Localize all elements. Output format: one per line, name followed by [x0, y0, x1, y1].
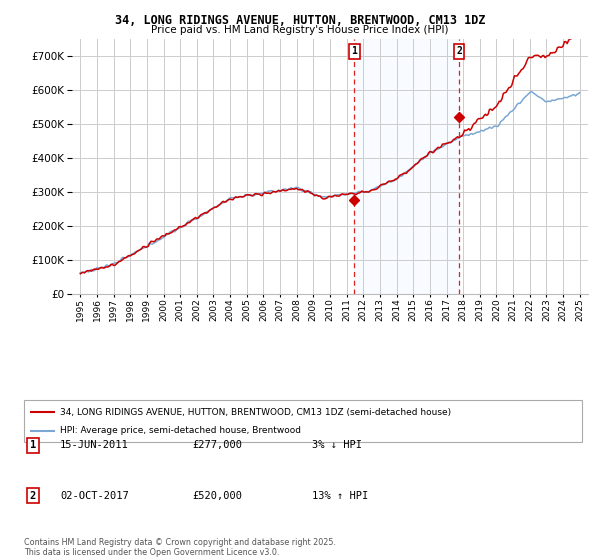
- Text: 34, LONG RIDINGS AVENUE, HUTTON, BRENTWOOD, CM13 1DZ (semi-detached house): 34, LONG RIDINGS AVENUE, HUTTON, BRENTWO…: [60, 408, 451, 417]
- Text: 3% ↓ HPI: 3% ↓ HPI: [312, 440, 362, 450]
- Text: 02-OCT-2017: 02-OCT-2017: [60, 491, 129, 501]
- FancyBboxPatch shape: [24, 400, 582, 442]
- Text: Price paid vs. HM Land Registry's House Price Index (HPI): Price paid vs. HM Land Registry's House …: [151, 25, 449, 35]
- Text: 2: 2: [456, 46, 462, 56]
- Text: 34, LONG RIDINGS AVENUE, HUTTON, BRENTWOOD, CM13 1DZ: 34, LONG RIDINGS AVENUE, HUTTON, BRENTWO…: [115, 14, 485, 27]
- Text: 1: 1: [30, 440, 36, 450]
- Bar: [354, 39, 459, 294]
- Text: Contains HM Land Registry data © Crown copyright and database right 2025.
This d: Contains HM Land Registry data © Crown c…: [24, 538, 336, 557]
- Text: HPI: Average price, semi-detached house, Brentwood: HPI: Average price, semi-detached house,…: [60, 426, 301, 435]
- Text: 15-JUN-2011: 15-JUN-2011: [60, 440, 129, 450]
- Text: £520,000: £520,000: [192, 491, 242, 501]
- Text: 13% ↑ HPI: 13% ↑ HPI: [312, 491, 368, 501]
- Text: 1: 1: [351, 46, 357, 56]
- Text: £277,000: £277,000: [192, 440, 242, 450]
- Text: 2: 2: [30, 491, 36, 501]
